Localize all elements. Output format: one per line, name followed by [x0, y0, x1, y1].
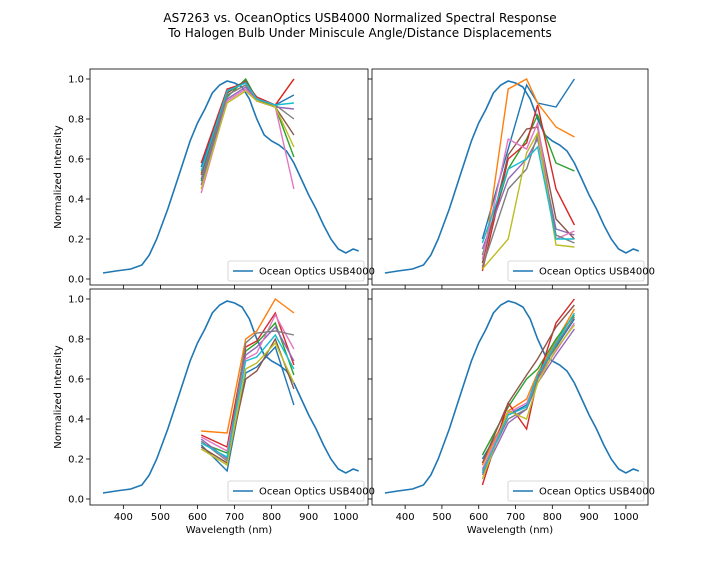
sensor-series-6: [481, 304, 575, 464]
y-tick-label: 0.4: [68, 195, 84, 206]
sensor-series-8: [481, 316, 575, 472]
sensor-series-9: [481, 324, 575, 480]
axes-frame: [371, 68, 649, 286]
x-tick-label: 700: [225, 512, 244, 523]
y-tick-label: 0.2: [68, 235, 84, 246]
sensor-series-6: [481, 126, 575, 264]
legend-label: Ocean Optics USB4000: [539, 267, 655, 278]
legend-label: Ocean Optics USB4000: [539, 487, 655, 498]
sensor-series-6: [200, 337, 295, 465]
sensor-series-2: [201, 297, 295, 434]
sensor-series-4: [481, 298, 575, 486]
panel-top-left: 0.0 0.2 0.4 0.6 0.8 1.0 Normalized Intensity Oc…: [53, 68, 375, 289]
panels: 0.0 0.2 0.4 0.6 0.8 1.0 Normalized Intensity Oc…: [53, 68, 655, 536]
sensor-series-10: [200, 333, 295, 459]
y-tick-label: 0.2: [68, 455, 84, 466]
x-axis-label: Wavelength (nm): [186, 525, 272, 536]
x-tick-label: 1000: [333, 512, 358, 523]
reference-curve-usb4000: [102, 80, 359, 274]
sensor-series-10: [481, 145, 575, 244]
x-tick-label: 1000: [613, 512, 638, 523]
sensor-series-9: [200, 90, 295, 190]
y-axis-label: Normalized Intensity: [53, 125, 64, 228]
legend-label: Ocean Optics USB4000: [259, 267, 375, 278]
sensor-series-5: [200, 325, 295, 461]
legend-box: [507, 480, 645, 502]
sensor-series-4: [481, 104, 576, 272]
x-axis-label: Wavelength (nm): [467, 525, 553, 536]
y-tick-label: 1.0: [68, 295, 84, 306]
y-tick-label: 0.0: [68, 495, 84, 506]
x-tick-label: 400: [114, 512, 133, 523]
x-tick-label: 500: [432, 512, 451, 523]
sensor-series-7: [481, 120, 575, 260]
sensor-series-5: [481, 136, 575, 250]
legend-box: [227, 260, 365, 282]
x-tick-label: 800: [262, 512, 281, 523]
sensor-series-4: [200, 311, 295, 449]
reference-curve-usb4000: [384, 300, 640, 494]
panel-bottom-right: 400 500 600 700 800 900 1000 Wavelength (nm) Oce…: [368, 288, 655, 536]
y-tick-label: 0.8: [68, 115, 84, 126]
y-tick-label: 0.6: [68, 155, 84, 166]
x-tick-label: 900: [299, 512, 318, 523]
y-tick-label: 0.8: [68, 335, 84, 346]
y-tick-label: 0.6: [68, 375, 84, 386]
reference-curve-usb4000: [384, 80, 640, 274]
sensor-series-10: [481, 312, 575, 474]
axes-frame: [89, 288, 369, 506]
y-axis-label: Normalized Intensity: [53, 345, 64, 448]
sensor-series-8: [200, 330, 295, 463]
x-tick-label: 800: [543, 512, 562, 523]
sensor-series-1: [200, 345, 295, 473]
sensor-series-1: [481, 78, 575, 240]
y-tick-label: 0.0: [68, 275, 84, 286]
x-tick-label: 700: [506, 512, 525, 523]
axes-frame: [89, 68, 369, 286]
sensor-series-9: [200, 341, 295, 467]
x-tick-label: 400: [396, 512, 415, 523]
legend-box: [227, 480, 365, 502]
y-tick-label: 1.0: [68, 75, 84, 86]
y-tick-label: 0.4: [68, 415, 84, 426]
x-tick-label: 600: [188, 512, 207, 523]
sensor-series-2: [481, 78, 575, 270]
figure-title-line1: AS7263 vs. OceanOptics USB4000 Normalize…: [163, 11, 556, 25]
axes-frame: [371, 288, 649, 506]
x-tick-label: 500: [151, 512, 170, 523]
reference-curve-usb4000: [102, 300, 359, 494]
x-tick-label: 900: [580, 512, 599, 523]
x-tick-label: 600: [469, 512, 488, 523]
sensor-series-10: [200, 82, 294, 172]
figure-title-line2: To Halogen Bulb Under Miniscule Angle/Di…: [167, 26, 552, 40]
legend-label: Ocean Optics USB4000: [259, 487, 375, 498]
sensor-series-9: [481, 130, 575, 270]
panel-top-right: Ocean Optics USB4000: [368, 68, 655, 289]
panel-bottom-left: 400 500 600 700 800 900 1000 0.0 0.2 0.4 0.6 0.8 1.0…: [53, 288, 375, 536]
legend-box: [507, 260, 645, 282]
sensor-series-7: [200, 313, 295, 453]
